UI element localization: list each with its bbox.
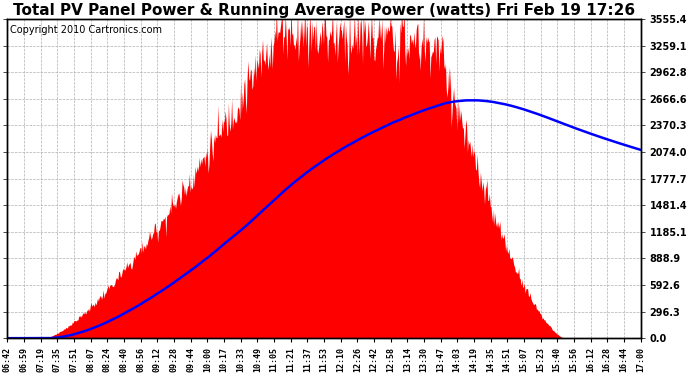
- Text: Copyright 2010 Cartronics.com: Copyright 2010 Cartronics.com: [10, 26, 162, 35]
- Title: Total PV Panel Power & Running Average Power (watts) Fri Feb 19 17:26: Total PV Panel Power & Running Average P…: [13, 3, 635, 18]
